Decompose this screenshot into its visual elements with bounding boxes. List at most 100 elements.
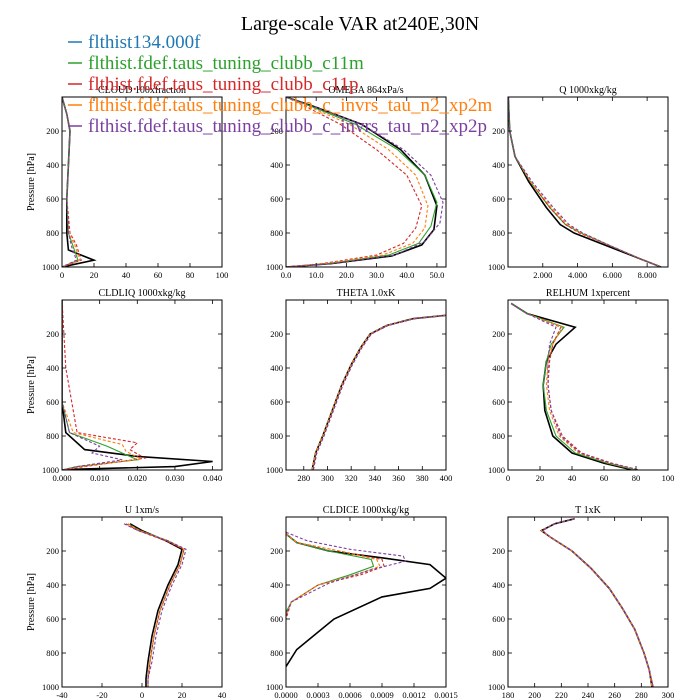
series-line-orange [286,97,429,267]
series-line-orange [286,533,381,616]
x-tick-label: 20.0 [339,270,354,280]
y-tick-label: 800 [46,431,59,441]
y-tick-label: 400 [492,580,505,590]
x-tick-label: 300 [662,690,675,700]
y-tick-label: 400 [46,160,59,170]
x-tick-label: 0.040 [203,473,222,483]
panel-title: THETA 1.0xK [337,288,396,299]
series-line-purple [312,314,446,470]
plot-frame [285,299,447,471]
x-tick-label: 40 [568,473,577,483]
x-tick-label: 80 [632,473,641,483]
panel-title: RELHUM 1xpercent [546,288,630,299]
x-tick-label: 360 [392,473,405,483]
panel-title: U 1xm/s [125,505,159,516]
x-tick-label: 100 [662,473,675,483]
y-tick-label: 400 [270,160,283,170]
x-tick-label: 240 [582,690,595,700]
x-tick-label: 40.0 [399,270,414,280]
series-line-purple [541,518,654,687]
x-tick-label: -20 [96,690,107,700]
y-tick-label: 1000 [488,262,505,272]
x-tick-label: 0.030 [165,473,184,483]
x-tick-label: 0.0 [281,270,292,280]
y-tick-label: 800 [270,431,283,441]
y-tick-label: 600 [270,397,283,407]
x-tick-label: 100 [216,270,229,280]
plot-frame [285,516,447,688]
panel-6: RELHUM 1xpercent 0 20 40 60 80 100 200 400 600 800… [488,288,674,483]
y-tick-label: 800 [46,648,59,658]
y-tick-label: 600 [270,614,283,624]
y-tick-label: 200 [492,546,505,556]
series-line-black [286,533,446,668]
plot-frame [507,96,669,268]
legend: flthist134.000fflthist.fdef.taus_tuning_… [68,32,492,137]
x-tick-label: 400 [440,473,453,483]
panel-4: CLDLIQ 1000xkg/kg 0.000 0.010 0.020 0.030 0.0… [26,288,223,483]
panel-1: CLOUD 100xfraction 0 20 40 60 80 100 200 400 600 8… [26,85,228,280]
series-line-orange [311,314,446,470]
series-line-purple [123,523,187,687]
y-tick-label: 1000 [42,465,59,475]
y-tick-label: 800 [270,648,283,658]
series-group [311,314,446,470]
y-tick-label: 800 [46,228,59,238]
panel-title: Q 1000xkg/kg [559,85,617,96]
y-tick-label: 400 [270,363,283,373]
plot-frame [61,299,223,471]
x-tick-label: 10.0 [309,270,324,280]
x-tick-label: 0 [140,690,144,700]
series-line-orange [127,523,185,687]
x-tick-label: 220 [555,690,568,700]
y-tick-label: 400 [492,160,505,170]
series-group [286,97,444,267]
x-tick-label: 380 [416,473,429,483]
y-tick-label: 400 [46,580,59,590]
series-group [123,523,187,687]
panel-title: OMEGA 864xPa/s [328,85,403,96]
x-tick-label: 0.0012 [402,690,425,700]
y-tick-label: 200 [46,126,59,136]
series-group [508,97,662,267]
y-tick-label: 400 [270,580,283,590]
y-tick-label: 1000 [42,682,59,692]
x-tick-label: 0.020 [128,473,147,483]
x-tick-label: 0.000 [52,473,71,483]
y-tick-label: 200 [270,126,283,136]
series-line-red [510,302,640,470]
series-line-orange [62,97,81,267]
x-tick-label: 6.000 [603,270,622,280]
series-line-green [127,523,185,687]
x-tick-label: 60 [154,270,163,280]
x-tick-label: 20 [90,270,99,280]
y-tick-label: 600 [270,194,283,204]
x-tick-label: 0 [60,270,64,280]
series-line-purple [62,300,123,470]
series-line-green [540,518,653,687]
x-tick-label: 50.0 [430,270,445,280]
series-line-orange [62,300,143,470]
series-line-green [311,314,446,470]
x-tick-label: 40 [218,690,227,700]
series-line-orange [540,518,653,687]
series-group [510,302,640,470]
y-tick-label: 600 [46,194,59,204]
y-tick-label: 600 [492,614,505,624]
y-axis-label: Pressure [hPa] [26,356,37,414]
y-tick-label: 600 [492,397,505,407]
series-line-black [62,300,213,470]
series-group [539,517,654,687]
y-tick-label: 1000 [266,262,283,272]
legend-entry: flthist.fdef.taus_tuning_clubb_c_invrs_t… [88,116,487,137]
series-group [62,97,97,267]
x-tick-label: 0.0015 [434,690,457,700]
y-tick-label: 200 [492,329,505,339]
x-tick-label: -40 [56,690,67,700]
panel-2: OMEGA 864xPa/s 0.0 10.0 20.0 30.0 40.0 50.0 200… [266,85,447,280]
x-tick-label: 0.0003 [306,690,329,700]
x-tick-label: 0.0006 [338,690,361,700]
y-tick-label: 200 [46,329,59,339]
